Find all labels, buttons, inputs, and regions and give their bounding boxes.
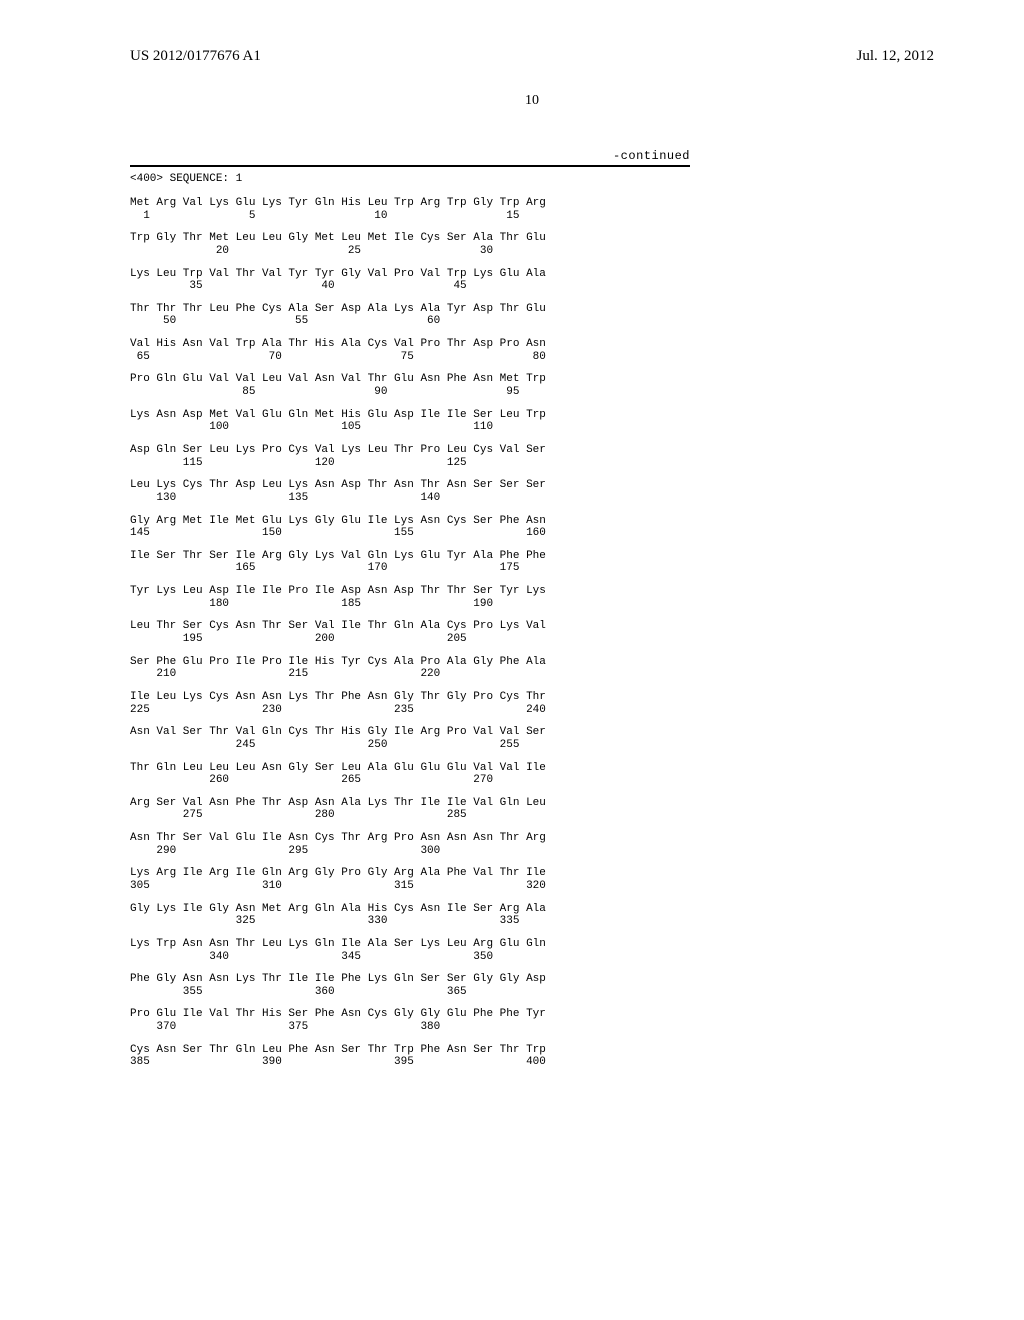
sequence-row-num: 210 215 220 bbox=[130, 668, 690, 681]
sequence-row-aa: Leu Lys Cys Thr Asp Leu Lys Asn Asp Thr … bbox=[130, 479, 690, 492]
page-number: 10 bbox=[130, 93, 934, 109]
sequence-row-num: 115 120 125 bbox=[130, 457, 690, 470]
continued-label: -continued bbox=[130, 149, 690, 163]
sequence-row-aa: Gly Lys Ile Gly Asn Met Arg Gln Ala His … bbox=[130, 903, 690, 916]
sequence-row-num: 305 310 315 320 bbox=[130, 880, 690, 893]
sequence-row-aa: Asp Gln Ser Leu Lys Pro Cys Val Lys Leu … bbox=[130, 444, 690, 457]
sequence-row-aa: Thr Thr Thr Leu Phe Cys Ala Ser Asp Ala … bbox=[130, 303, 690, 316]
sequence-header: <400> SEQUENCE: 1 bbox=[130, 173, 690, 185]
sequence-row-num: 65 70 75 80 bbox=[130, 351, 690, 364]
sequence-row-aa: Pro Gln Glu Val Val Leu Val Asn Val Thr … bbox=[130, 373, 690, 386]
sequence-row-num: 35 40 45 bbox=[130, 280, 690, 293]
sequence-row-num: 225 230 235 240 bbox=[130, 704, 690, 717]
sequence-row-aa: Gly Arg Met Ile Met Glu Lys Gly Glu Ile … bbox=[130, 515, 690, 528]
sequence-row-aa: Lys Asn Asp Met Val Glu Gln Met His Glu … bbox=[130, 409, 690, 422]
sequence-row-aa: Leu Thr Ser Cys Asn Thr Ser Val Ile Thr … bbox=[130, 620, 690, 633]
sequence-row-num: 20 25 30 bbox=[130, 245, 690, 258]
sequence-row-num: 100 105 110 bbox=[130, 421, 690, 434]
sequence-row-num: 325 330 335 bbox=[130, 915, 690, 928]
sequence-row-aa: Lys Leu Trp Val Thr Val Tyr Tyr Gly Val … bbox=[130, 268, 690, 281]
rule-top bbox=[130, 165, 690, 167]
sequence-row-aa: Pro Glu Ile Val Thr His Ser Phe Asn Cys … bbox=[130, 1008, 690, 1021]
sequence-row-num: 245 250 255 bbox=[130, 739, 690, 752]
sequence-row-aa: Ser Phe Glu Pro Ile Pro Ile His Tyr Cys … bbox=[130, 656, 690, 669]
sequence-row-aa: Tyr Lys Leu Asp Ile Ile Pro Ile Asp Asn … bbox=[130, 585, 690, 598]
sequence-row-num: 385 390 395 400 bbox=[130, 1056, 690, 1069]
sequence-row-aa: Arg Ser Val Asn Phe Thr Asp Asn Ala Lys … bbox=[130, 797, 690, 810]
sequence-row-num: 260 265 270 bbox=[130, 774, 690, 787]
sequence-row-num: 355 360 365 bbox=[130, 986, 690, 999]
sequence-row-num: 165 170 175 bbox=[130, 562, 690, 575]
sequence-row-num: 1 5 10 15 bbox=[130, 210, 690, 223]
sequence-row-aa: Lys Arg Ile Arg Ile Gln Arg Gly Pro Gly … bbox=[130, 867, 690, 880]
sequence-row-num: 275 280 285 bbox=[130, 809, 690, 822]
sequence-row-aa: Trp Gly Thr Met Leu Leu Gly Met Leu Met … bbox=[130, 232, 690, 245]
sequence-row-aa: Ile Ser Thr Ser Ile Arg Gly Lys Val Gln … bbox=[130, 550, 690, 563]
sequence-row-aa: Asn Val Ser Thr Val Gln Cys Thr His Gly … bbox=[130, 726, 690, 739]
sequence-row-aa: Cys Asn Ser Thr Gln Leu Phe Asn Ser Thr … bbox=[130, 1044, 690, 1057]
sequence-row-num: 85 90 95 bbox=[130, 386, 690, 399]
publication-number: US 2012/0177676 A1 bbox=[130, 48, 261, 65]
sequence-row-aa: Lys Trp Asn Asn Thr Leu Lys Gln Ile Ala … bbox=[130, 938, 690, 951]
sequence-row-aa: Ile Leu Lys Cys Asn Asn Lys Thr Phe Asn … bbox=[130, 691, 690, 704]
sequence-row-num: 290 295 300 bbox=[130, 845, 690, 858]
sequence-row-num: 50 55 60 bbox=[130, 315, 690, 328]
sequence-row-num: 370 375 380 bbox=[130, 1021, 690, 1034]
sequence-row-num: 340 345 350 bbox=[130, 951, 690, 964]
sequence-listing: Met Arg Val Lys Glu Lys Tyr Gln His Leu … bbox=[130, 197, 690, 1069]
sequence-row-aa: Met Arg Val Lys Glu Lys Tyr Gln His Leu … bbox=[130, 197, 690, 210]
sequence-row-num: 180 185 190 bbox=[130, 598, 690, 611]
sequence-row-num: 195 200 205 bbox=[130, 633, 690, 646]
publication-date: Jul. 12, 2012 bbox=[856, 48, 934, 65]
sequence-row-aa: Phe Gly Asn Asn Lys Thr Ile Ile Phe Lys … bbox=[130, 973, 690, 986]
sequence-row-aa: Thr Gln Leu Leu Leu Asn Gly Ser Leu Ala … bbox=[130, 762, 690, 775]
sequence-row-num: 130 135 140 bbox=[130, 492, 690, 505]
sequence-row-aa: Val His Asn Val Trp Ala Thr His Ala Cys … bbox=[130, 338, 690, 351]
sequence-row-aa: Asn Thr Ser Val Glu Ile Asn Cys Thr Arg … bbox=[130, 832, 690, 845]
sequence-row-num: 145 150 155 160 bbox=[130, 527, 690, 540]
